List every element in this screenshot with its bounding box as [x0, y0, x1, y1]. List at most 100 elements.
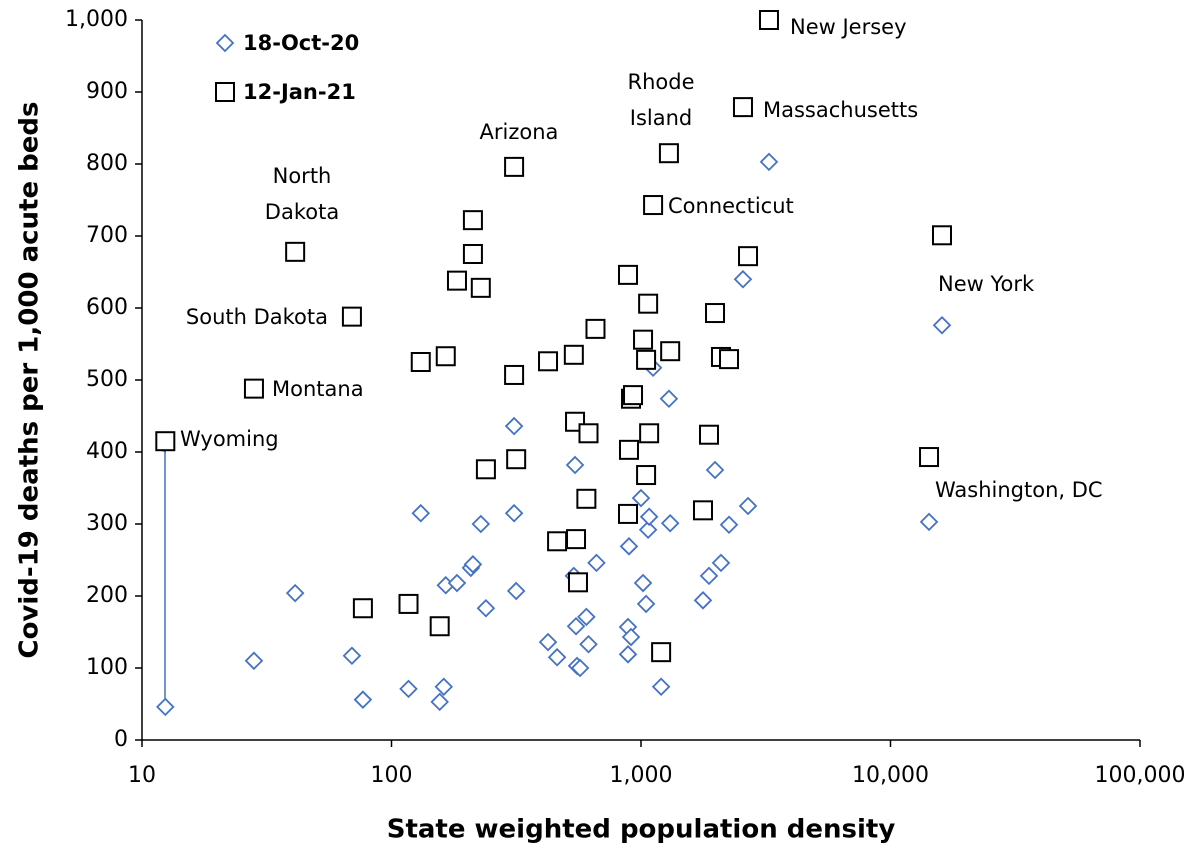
point — [566, 616, 586, 636]
y-tick-label: 500 — [86, 367, 128, 392]
annotation: Rhode — [628, 70, 695, 94]
point — [638, 520, 658, 540]
x-tick-label: 10 — [128, 763, 156, 788]
point — [636, 349, 657, 370]
point — [471, 514, 491, 534]
annotation: Connecticut — [668, 194, 794, 218]
point — [341, 306, 362, 327]
point — [435, 346, 456, 367]
point — [719, 515, 739, 534]
annotation: New York — [938, 272, 1035, 296]
legend-label: 12-Jan-21 — [243, 80, 356, 104]
legend-label: 18-Oct-20 — [243, 31, 359, 55]
point — [547, 531, 568, 552]
point — [504, 364, 525, 385]
point — [587, 553, 606, 573]
point — [633, 329, 654, 350]
point — [470, 277, 491, 298]
point — [547, 647, 567, 667]
point — [353, 690, 373, 709]
point — [618, 439, 639, 460]
point — [738, 246, 759, 267]
y-tick-label: 900 — [86, 79, 128, 104]
point — [155, 431, 176, 452]
point — [447, 573, 467, 593]
y-tick-label: 800 — [86, 151, 128, 176]
annotation: North — [273, 164, 332, 188]
point — [658, 143, 679, 164]
point — [430, 692, 449, 712]
point — [705, 460, 725, 480]
point — [504, 156, 525, 177]
point — [285, 241, 306, 262]
point — [719, 349, 740, 370]
point — [506, 581, 526, 601]
point — [538, 351, 559, 372]
y-tick-label: 0 — [114, 727, 128, 752]
point — [244, 651, 264, 671]
point — [651, 642, 672, 663]
point — [758, 10, 779, 30]
point — [660, 514, 680, 533]
x-axis-title: State weighted population density — [387, 815, 896, 845]
point — [631, 488, 651, 508]
point — [156, 697, 175, 717]
point — [399, 679, 418, 699]
point — [639, 423, 660, 444]
y-tick-label: 100 — [86, 655, 128, 680]
point — [639, 507, 659, 527]
annotation: Montana — [272, 377, 364, 401]
point — [565, 455, 585, 475]
point — [636, 465, 657, 486]
annotation: Dakota — [265, 200, 339, 224]
point — [567, 572, 588, 593]
point — [659, 389, 679, 408]
point — [585, 318, 606, 339]
point — [463, 555, 483, 574]
point — [410, 352, 431, 372]
point — [475, 459, 496, 480]
legend-marker — [215, 82, 235, 102]
point — [733, 269, 753, 289]
point — [462, 244, 483, 264]
y-tick-label: 600 — [86, 295, 128, 320]
point — [342, 646, 362, 666]
point — [476, 598, 496, 618]
point — [932, 316, 952, 335]
point — [563, 344, 584, 365]
y-tick-label: 200 — [86, 583, 128, 608]
point — [651, 677, 671, 696]
point — [919, 447, 940, 468]
point — [660, 341, 681, 362]
legend-marker — [215, 33, 235, 53]
point — [711, 553, 731, 573]
point — [619, 537, 639, 556]
point — [643, 195, 664, 216]
annotation: Washington, DC — [935, 478, 1103, 502]
annotation: Wyoming — [180, 427, 279, 451]
point — [577, 607, 596, 627]
point — [693, 591, 713, 610]
y-tick-label: 400 — [86, 439, 128, 464]
point — [566, 529, 587, 550]
point — [705, 303, 726, 324]
point — [623, 385, 644, 406]
annotation: South Dakota — [186, 305, 328, 329]
point — [446, 270, 467, 291]
point — [506, 449, 527, 470]
point — [621, 627, 641, 647]
point — [698, 424, 719, 445]
point — [633, 573, 653, 593]
x-tick-label: 100,000 — [1095, 763, 1186, 788]
point — [576, 488, 597, 509]
point — [618, 645, 638, 664]
point — [919, 512, 939, 532]
point — [578, 423, 599, 444]
point — [285, 583, 305, 603]
point — [434, 677, 454, 696]
y-tick-label: 300 — [86, 511, 128, 536]
y-tick-label: 700 — [86, 223, 128, 248]
annotation: Massachusetts — [763, 98, 918, 122]
point — [579, 634, 598, 654]
point — [504, 503, 524, 523]
